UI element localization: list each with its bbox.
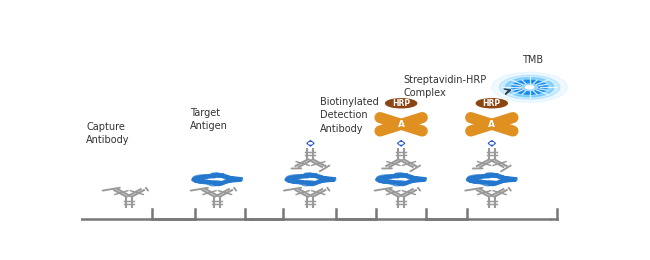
Ellipse shape [385,99,417,108]
Polygon shape [410,126,426,132]
Circle shape [514,81,546,94]
Text: Biotinylated
Detection
Antibody: Biotinylated Detection Antibody [320,97,378,134]
Circle shape [526,86,534,89]
Polygon shape [307,141,314,146]
Text: Target
Antigen: Target Antigen [190,108,227,132]
Polygon shape [467,126,484,132]
Polygon shape [377,126,393,132]
Circle shape [499,75,560,99]
Polygon shape [500,116,516,123]
Text: Streptavidin-HRP
Complex: Streptavidin-HRP Complex [404,75,487,99]
Text: HRP: HRP [392,99,410,108]
Text: Capture
Antibody: Capture Antibody [86,122,130,146]
Text: TMB: TMB [522,55,543,65]
Circle shape [492,72,567,102]
Text: HRP: HRP [483,99,501,108]
Polygon shape [410,116,426,123]
Polygon shape [467,116,484,123]
Text: A: A [398,120,405,129]
Circle shape [521,84,538,90]
Circle shape [309,143,312,144]
Circle shape [506,78,554,97]
Circle shape [399,143,403,144]
Circle shape [490,143,493,144]
Text: A: A [488,120,495,129]
Polygon shape [488,141,495,146]
Polygon shape [398,141,405,146]
Polygon shape [377,116,393,123]
Polygon shape [500,126,516,132]
Ellipse shape [476,99,507,108]
Circle shape [512,80,548,94]
